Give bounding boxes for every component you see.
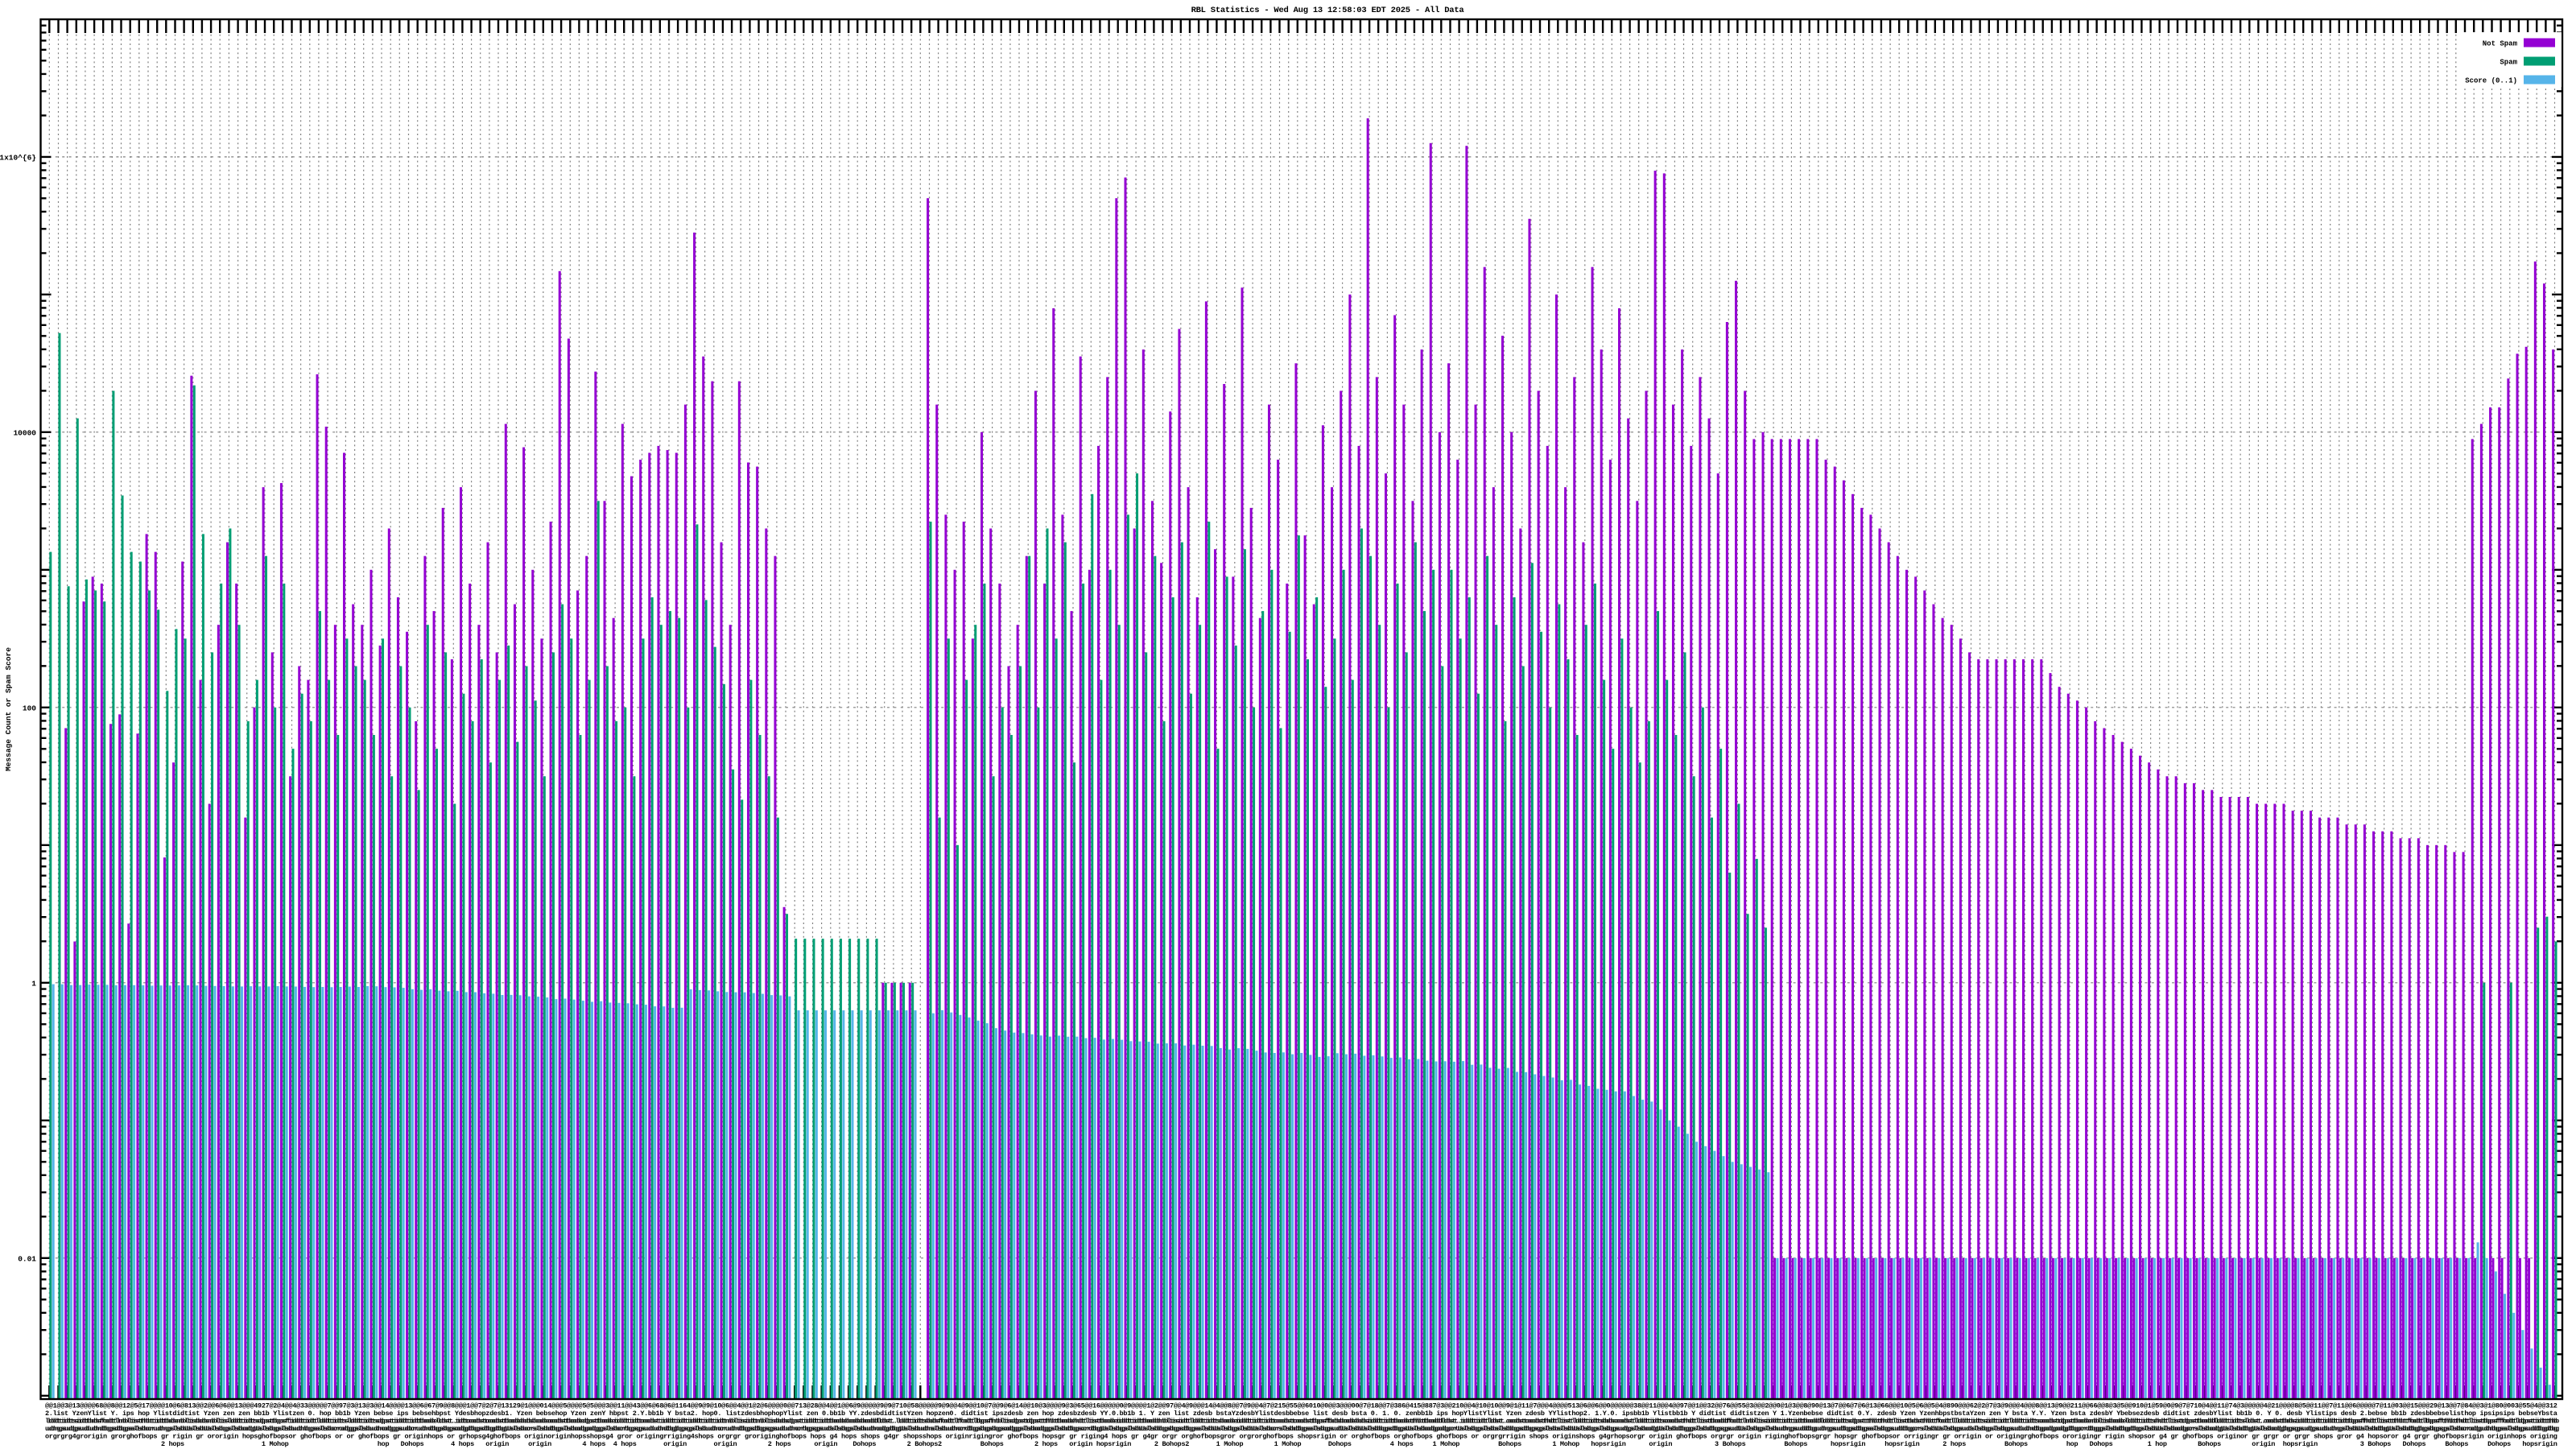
svg-text:udngsudgsududndbgsdbgsslsborud: udngsudgsududndbgsdbgsslsborudngslsbUsls…	[47, 1425, 2559, 1433]
svg-text:Score (0..1): Score (0..1)	[2465, 77, 2517, 85]
svg-text:100: 100	[23, 704, 36, 712]
svg-text:lddtidtsidtbdsfodtlnblisthbtid: lddtidtsidtbdsfodtlnblisthbtidtbdsnblisb…	[47, 1418, 2559, 1426]
svg-text:lddtidtsidtbdsfodtlnblisthbtid: lddtidtsidtbdsfodtlnblisthbtidtbdsnblisb…	[45, 1418, 2557, 1426]
svg-text:Not Spam: Not Spam	[2483, 40, 2518, 48]
svg-text:udngsudgsududndbgsdbgsslsborud: udngsudgsududndbgsdbgsslsborudngslsbUsls…	[45, 1425, 2557, 1433]
svg-text:@@1@@3@13@@@@68@@8@@12@5@17@@@: @@1@@3@13@@@@68@@8@@12@5@17@@@@10@6@813@…	[45, 1402, 2557, 1410]
svg-text:10000: 10000	[13, 428, 36, 437]
svg-text:Spam: Spam	[2500, 59, 2517, 67]
svg-text:RBL Statistics - Wed Aug 13 12: RBL Statistics - Wed Aug 13 12:58:03 EDT…	[1191, 6, 1465, 15]
svg-text:1: 1	[31, 979, 36, 988]
svg-text:0.01: 0.01	[18, 1254, 36, 1263]
svg-text:2.list YzenYlist Y. ips hop Yl: 2.list YzenYlist Y. ips hop Ylistdidtist…	[45, 1410, 2557, 1418]
svg-text:Message Count or Spam Score: Message Count or Spam Score	[4, 647, 13, 771]
svg-text:orgrgrg4grorigin grorghofbops: orgrgrg4grorigin grorghofbops gr rigin g…	[45, 1433, 2557, 1441]
svg-text:1x10^{6}: 1x10^{6}	[0, 153, 36, 162]
svg-text:2 hops 1 Mo: 2 hops 1 Mohop hop Dohops 4 hops origin …	[45, 1440, 2557, 1448]
